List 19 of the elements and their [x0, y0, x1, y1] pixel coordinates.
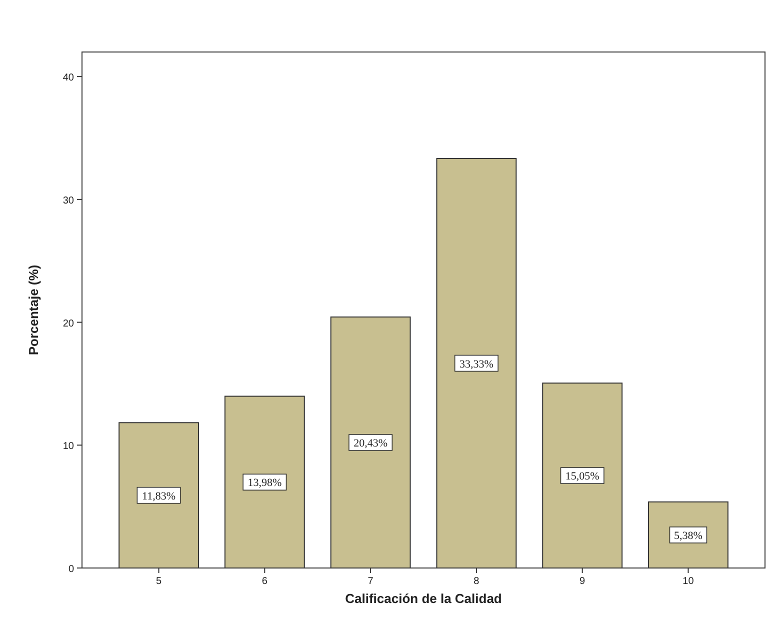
data-label: 20,43% [354, 438, 388, 450]
y-tick-label: 40 [62, 72, 74, 84]
x-tick-label: 9 [580, 576, 586, 587]
x-axis-title: Calificación de la Calidad [345, 591, 502, 606]
x-tick-label: 7 [368, 576, 374, 587]
x-tick-label: 8 [474, 576, 480, 587]
data-label: 15,05% [565, 470, 600, 483]
y-tick-label: 30 [62, 195, 74, 206]
data-label: 11,83% [142, 490, 176, 502]
y-tick-label: 10 [62, 441, 74, 452]
x-tick-label: 10 [682, 576, 694, 587]
data-label: 13,98% [248, 477, 282, 490]
data-label: 5,38% [674, 530, 702, 542]
x-tick-label: 6 [262, 576, 268, 587]
x-tick-label: 5 [156, 576, 162, 587]
data-label: 33,33% [459, 358, 494, 370]
y-tick-label: 20 [62, 318, 74, 330]
y-tick-label: 0 [68, 564, 74, 575]
y-axis-title: Porcentaje (%) [26, 264, 41, 356]
